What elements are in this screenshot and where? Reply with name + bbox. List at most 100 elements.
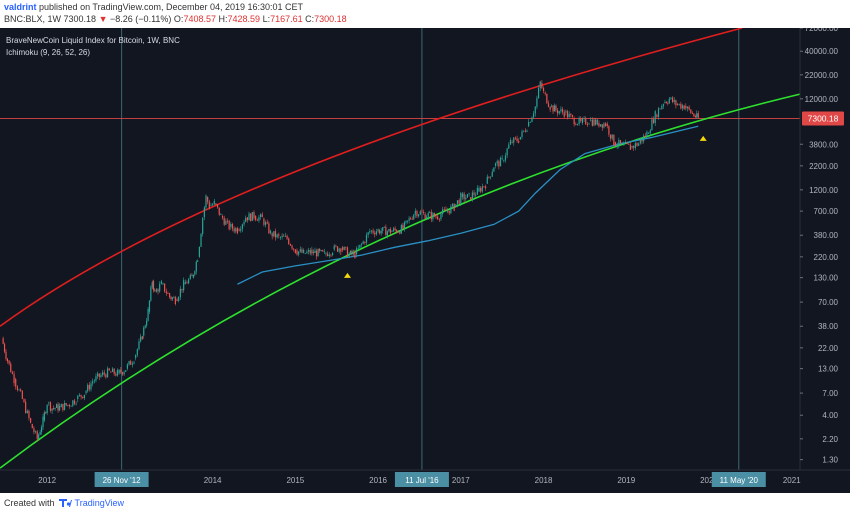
candle-body [10, 363, 12, 373]
candle-body [643, 135, 645, 142]
candle-body [688, 106, 690, 110]
candle-body [405, 220, 407, 223]
candle-body [306, 251, 308, 254]
y-tick-label: 40000.00 [805, 47, 839, 56]
candle-body [628, 143, 630, 145]
candle-body [568, 114, 570, 118]
candle-body [560, 109, 562, 112]
candle-body [288, 238, 290, 245]
candle-body [443, 209, 445, 211]
candle-body [388, 229, 390, 232]
candle-body [460, 193, 462, 204]
candle-body [638, 143, 640, 146]
candle-body [547, 103, 550, 107]
indicator-label[interactable]: Ichimoku (9, 26, 52, 26) [6, 48, 91, 57]
candle-body [65, 403, 67, 406]
candle-body [501, 157, 503, 159]
publish-info: valdrint published on TradingView.com, D… [4, 2, 303, 12]
candle-body [558, 111, 560, 114]
candle-body [468, 193, 470, 195]
candle-body [216, 204, 219, 208]
candle-body [357, 247, 359, 249]
candle-body [389, 229, 392, 234]
candle-body [400, 225, 402, 234]
chart-area[interactable]: 72000.00 40000.00 22000.00 12000.00 3800.00 2… [0, 24, 850, 493]
candle-body [421, 211, 423, 213]
candle-body [486, 176, 488, 184]
candle-body [103, 372, 105, 375]
candle-body [184, 282, 186, 285]
candle-body [203, 207, 205, 218]
candle-body [549, 106, 551, 110]
candle-body [173, 297, 175, 299]
candle-body [141, 336, 143, 340]
candle-body [183, 280, 185, 291]
candle-body [362, 241, 364, 244]
candle-body [418, 214, 420, 217]
candle-body [633, 145, 635, 148]
candle-body [215, 203, 217, 205]
candle-body [208, 201, 210, 209]
candle-body [406, 220, 409, 222]
touch-marker-icon [699, 135, 707, 141]
candle-body [20, 389, 22, 392]
candle-body [426, 216, 428, 219]
y-tick-label: 1.30 [822, 456, 838, 465]
candle-body [160, 281, 162, 285]
candle-body [330, 254, 332, 256]
candle-body [446, 210, 449, 212]
series-title: BraveNewCoin Liquid Index for Bitcoin, 1… [6, 36, 180, 45]
candle-body [73, 400, 76, 404]
candle-body [264, 222, 267, 225]
candle-body [97, 373, 99, 377]
candle-body [21, 391, 23, 399]
candle-body [87, 384, 89, 392]
candle-body [140, 336, 142, 342]
price-axis [800, 28, 850, 493]
candle-body [491, 171, 493, 177]
candle-body [514, 137, 517, 139]
candle-body [386, 231, 388, 236]
candle-body [603, 123, 605, 128]
candle-body [152, 280, 155, 290]
candle-body [461, 193, 464, 198]
candle-body [78, 394, 81, 396]
candle-body [537, 88, 540, 99]
x-tick-label: 2016 [369, 476, 387, 485]
candle-body [298, 251, 300, 255]
candle-body [662, 104, 665, 106]
candle-body [565, 111, 567, 113]
candle-body [583, 118, 585, 120]
candle-body [133, 362, 135, 364]
candle-body [576, 123, 579, 125]
candle-body [125, 370, 127, 372]
candle-body [340, 248, 342, 252]
chart-background [0, 28, 850, 493]
tradingview-link[interactable]: TradingView [74, 498, 125, 508]
low-label: L: [262, 14, 271, 24]
symbol-label: BNC:BLX, 1W [4, 14, 62, 24]
candle-body [656, 114, 658, 117]
footer: Created with TradingView [0, 493, 850, 515]
candle-body [623, 143, 625, 146]
candle-body [75, 403, 77, 405]
candle-body [67, 404, 69, 406]
candle-body [115, 373, 117, 376]
candle-body [246, 217, 248, 221]
candle-body [88, 384, 90, 390]
candle-body [191, 275, 193, 277]
candle-body [170, 296, 172, 300]
price-chart[interactable]: 72000.00 40000.00 22000.00 12000.00 3800.00 2… [0, 24, 850, 493]
y-tick-label: 220.00 [814, 253, 839, 262]
candle-body [586, 124, 588, 125]
author-link[interactable]: valdrint [4, 2, 37, 12]
y-tick-label: 70.00 [818, 298, 839, 307]
candle-body [691, 113, 694, 114]
candle-body [377, 229, 379, 232]
candle-body [432, 213, 434, 220]
candle-body [438, 218, 440, 220]
candle-body [445, 209, 447, 212]
change-arrow-icon: ▼ [98, 14, 108, 24]
candle-body [608, 126, 610, 135]
candle-body [385, 226, 387, 236]
